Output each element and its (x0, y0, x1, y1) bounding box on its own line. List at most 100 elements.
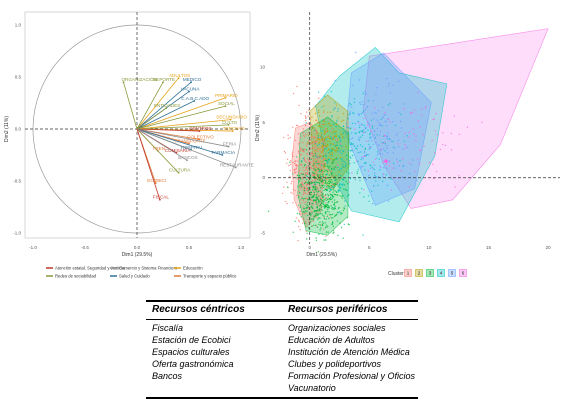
cluster-point (311, 206, 313, 208)
cluster-point (382, 106, 384, 109)
cluster-point (377, 176, 380, 178)
cluster-point (305, 184, 307, 186)
cluster-point (308, 140, 310, 142)
cluster-point (376, 128, 378, 130)
cluster-point (321, 185, 324, 187)
loading-arrow-head (198, 138, 201, 141)
cluster-point (382, 161, 384, 163)
cluster-point (345, 163, 347, 165)
cluster-point (346, 126, 348, 128)
cluster-point (306, 182, 309, 184)
loading-arrow-head (227, 123, 230, 126)
cluster-point (320, 197, 322, 199)
cluster-point (349, 156, 351, 158)
cluster-point (350, 104, 352, 106)
cluster-point (309, 142, 312, 145)
cluster-point (324, 128, 327, 130)
cluster-point (403, 103, 405, 105)
cluster-point (312, 155, 314, 157)
cluster-point (318, 154, 321, 157)
cluster-point (384, 141, 386, 143)
cluster-point (315, 155, 317, 157)
cluster-point (366, 121, 369, 123)
cluster-point (335, 125, 337, 128)
cluster-point (310, 162, 312, 164)
cluster-point (333, 207, 335, 209)
cluster-point (324, 207, 326, 209)
cluster-point (318, 109, 320, 112)
cluster-point (323, 198, 325, 201)
cluster-point (375, 93, 377, 96)
cluster-point (314, 188, 317, 191)
cluster-point (326, 170, 329, 173)
cluster-point (372, 167, 374, 170)
cluster-point (346, 171, 348, 173)
cluster-point (392, 146, 395, 148)
cluster-point (339, 143, 342, 145)
cluster-point (333, 186, 335, 188)
cluster-point (324, 148, 326, 150)
cluster-point (337, 174, 339, 176)
cluster-point (343, 184, 346, 186)
cluster-point (365, 140, 368, 143)
cluster-point (358, 136, 360, 139)
table-header-central: Recursos céntricos (152, 304, 245, 315)
cluster-point (337, 110, 339, 112)
cluster-point (402, 164, 405, 167)
cluster-point (306, 173, 309, 175)
loading-arrow-head (224, 96, 227, 99)
cluster-point (301, 186, 303, 188)
cluster-point (334, 184, 336, 186)
cluster-point (309, 185, 311, 187)
biplot-x-tick: 0.0 (134, 245, 141, 250)
cluster-point (301, 181, 303, 183)
cluster-point (305, 201, 307, 203)
cluster-point (338, 211, 341, 213)
cluster-point (356, 172, 358, 175)
table-cell-central: Oferta gastronómica (152, 359, 234, 369)
cluster-point (378, 124, 381, 127)
cluster-x-tick: 0 (308, 245, 311, 250)
cluster-point (348, 139, 351, 141)
cluster-point (329, 124, 331, 127)
cluster-point (296, 156, 298, 158)
cluster-point (356, 148, 358, 150)
legend-label: Educación (183, 266, 203, 271)
cluster-point (319, 164, 321, 167)
cluster-point (410, 111, 412, 114)
cluster-point (365, 154, 367, 156)
cluster-point (308, 160, 310, 162)
cluster-point (324, 181, 327, 183)
cluster-point (302, 157, 304, 160)
cluster-point (299, 188, 302, 191)
loading-arrow-head (154, 182, 157, 184)
cluster-point (372, 100, 375, 102)
cluster-point (298, 158, 300, 160)
cluster-point (389, 92, 391, 94)
cluster-point (331, 152, 333, 154)
cluster-point (320, 206, 323, 208)
cluster-point (329, 153, 332, 156)
cluster-point (295, 168, 297, 170)
cluster-point (303, 169, 305, 172)
cluster-point (363, 129, 365, 131)
cluster-point (333, 202, 336, 204)
cluster-point (409, 172, 411, 175)
cluster-point (318, 138, 321, 141)
cluster-point (371, 113, 373, 115)
cluster-point (393, 162, 395, 165)
cluster-point (388, 85, 390, 87)
cluster-point (304, 220, 307, 222)
cluster-point (324, 227, 327, 229)
cluster-point (317, 111, 320, 114)
cluster-point (322, 194, 324, 196)
cluster-point (327, 156, 330, 158)
cluster-point (319, 203, 322, 206)
cluster-point (334, 207, 336, 209)
cluster-point (324, 140, 326, 142)
cluster-point (327, 140, 329, 142)
cluster-point (320, 123, 322, 126)
cluster-point (422, 133, 425, 136)
table-cell-central: Fiscalía (152, 323, 184, 333)
cluster-point (373, 134, 375, 136)
